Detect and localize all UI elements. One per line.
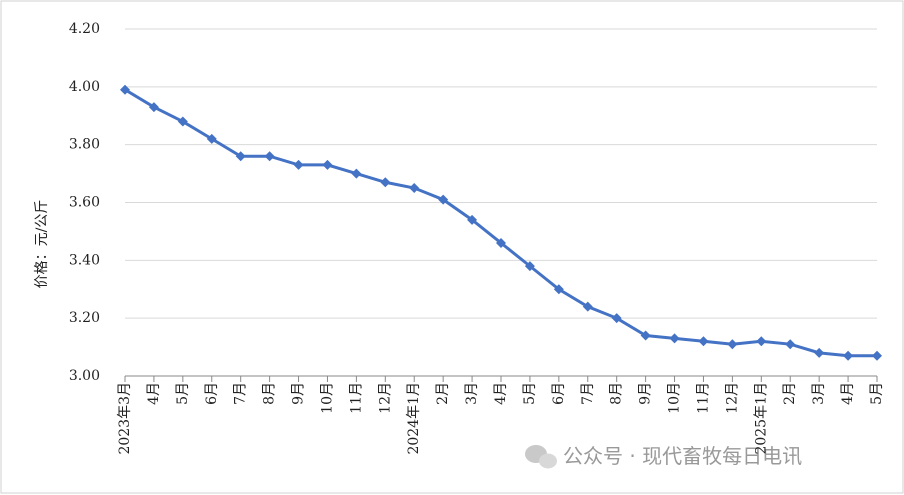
marker: [582, 301, 593, 312]
marker: [409, 183, 420, 194]
marker: [698, 336, 709, 347]
x-tick-label: 2月: [435, 382, 451, 405]
marker: [727, 339, 738, 350]
y-tick-label: 3.20: [69, 310, 100, 326]
marker: [611, 313, 622, 324]
marker: [293, 159, 304, 170]
y-tick-label: 3.80: [69, 137, 100, 153]
x-tick-label: 11月: [348, 382, 364, 414]
x-tick-label: 2025年1月: [753, 382, 769, 455]
y-tick-label: 4.20: [69, 21, 100, 37]
marker: [553, 284, 564, 295]
marker: [351, 168, 362, 179]
marker: [438, 194, 449, 205]
x-tick-label: 2月: [782, 382, 798, 405]
x-tick-label: 8月: [262, 382, 278, 405]
x-tick-label: 10月: [667, 382, 683, 414]
x-tick-label: 9月: [638, 382, 654, 405]
marker: [496, 237, 506, 248]
marker: [322, 159, 333, 170]
watermark-icon: [525, 445, 557, 469]
marker: [148, 102, 159, 113]
x-tick-label: 2023年3月: [117, 382, 133, 455]
watermark: 公众号 · 现代畜牧每日电讯: [563, 444, 802, 468]
marker: [467, 214, 478, 225]
x-tick-label: 3月: [811, 382, 827, 405]
y-axis-label: 价格：元/公斤: [34, 200, 50, 289]
x-tick-label: 5月: [175, 382, 191, 405]
x-tick-label: 2024年1月: [406, 382, 422, 455]
marker: [669, 333, 680, 344]
y-tick-label: 3.60: [69, 195, 100, 211]
x-tick-label: 11月: [695, 382, 711, 414]
x-tick-label: 8月: [609, 382, 625, 405]
x-tick-label: 5月: [869, 382, 885, 405]
x-tick-label: 3月: [464, 382, 480, 405]
marker: [235, 151, 246, 162]
marker: [640, 330, 651, 341]
marker: [380, 177, 391, 188]
x-tick-label: 4月: [146, 382, 162, 405]
marker: [120, 84, 130, 95]
x-tick-label: 5月: [522, 382, 538, 405]
marker: [264, 151, 275, 162]
y-tick-label: 3.00: [69, 368, 100, 384]
x-tick-label: 4月: [840, 382, 856, 405]
marker: [756, 336, 767, 347]
x-tick-label: 9月: [291, 382, 307, 405]
x-tick-label: 7月: [233, 382, 249, 405]
x-tick-label: 10月: [319, 382, 335, 414]
x-tick-label: 6月: [204, 382, 220, 405]
marker: [206, 133, 217, 144]
x-tick-label: 6月: [551, 382, 567, 405]
y-tick-label: 3.40: [69, 252, 100, 268]
x-tick-label: 7月: [580, 382, 596, 405]
marker: [177, 116, 188, 127]
marker: [785, 339, 796, 350]
x-tick-label: 12月: [377, 382, 393, 414]
x-tick-label: 12月: [724, 382, 740, 414]
marker: [814, 347, 825, 358]
marker: [872, 350, 882, 361]
y-tick-label: 4.00: [69, 79, 100, 95]
x-tick-label: 4月: [493, 382, 509, 405]
marker: [524, 261, 535, 272]
marker: [843, 350, 854, 361]
